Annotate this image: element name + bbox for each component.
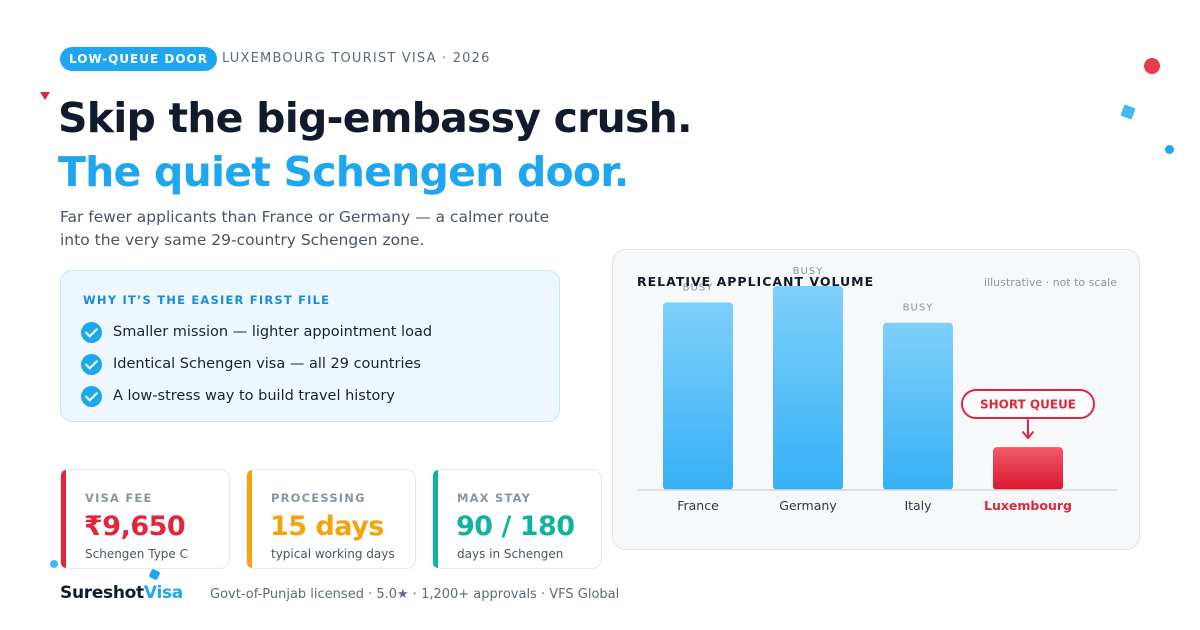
bar-france (663, 302, 733, 490)
stat-note: typical working days (271, 547, 395, 561)
stat-card-max-stay: MAX STAY 90 / 180 days in Schengen (432, 469, 602, 569)
check-icon (81, 385, 102, 407)
logo-part-1: Sureshot (60, 583, 144, 603)
stat-label: VISA FEE (85, 491, 153, 505)
subtitle-line-1: Far fewer applicants than France or Germ… (60, 208, 550, 226)
bar-status-label: BUSY (793, 266, 824, 277)
chart-title: RELATIVE APPLICANT VOLUME (637, 274, 874, 289)
stat-label: MAX STAY (457, 491, 532, 505)
confetti-dot-blue (1165, 145, 1174, 154)
bar-italy (883, 322, 953, 490)
applicant-volume-chart: BUSY France BUSY Germany BUSY Italy Luxembourg… (637, 266, 1117, 513)
confetti-square-small (148, 568, 161, 581)
stat-value: ₹9,650 (84, 511, 186, 542)
why-item-text: A low-stress way to build travel history (113, 388, 395, 404)
check-icon (81, 353, 102, 375)
chart-panel: BUSY France BUSY Germany BUSY Italy Luxembourg… (612, 249, 1140, 550)
subtitle: Far fewer applicants than France or Germ… (60, 206, 580, 252)
why-item-text: Identical Schengen visa — all 29 countri… (113, 356, 421, 372)
stat-note: days in Schengen (457, 547, 564, 561)
badge-low-queue: LOW-QUEUE DOOR (60, 47, 217, 71)
why-item: A low-stress way to build travel history (81, 385, 395, 407)
stat-value: 15 days (270, 511, 384, 542)
headline-primary: Skip the big-embassy crush. (58, 94, 693, 142)
category-label-germany: Germany (779, 498, 837, 513)
confetti-dot-blue-small (50, 560, 58, 568)
logo-part-2: Visa (143, 583, 183, 603)
category-label-italy: Italy (904, 498, 932, 513)
stat-label: PROCESSING (271, 491, 366, 505)
bar-status-label: BUSY (683, 282, 714, 293)
callout-short-queue: SHORT QUEUE (980, 398, 1076, 412)
stat-card-visa-fee: VISA FEE ₹9,650 Schengen Type C (60, 469, 230, 569)
stat-accent-bar (247, 470, 252, 568)
headline-secondary: The quiet Schengen door. (58, 148, 629, 196)
callout-pill (961, 389, 1095, 419)
callout-arrow-icon (1022, 419, 1034, 440)
stat-value: 90 / 180 (456, 511, 575, 542)
kicker-text: LUXEMBOURG TOURIST VISA · 2026 (222, 51, 491, 66)
footer-credentials: Govt-of-Punjab licensed · 5.0★ · 1,200+ … (210, 587, 620, 602)
check-icon (81, 321, 102, 343)
stat-card-processing: PROCESSING 15 days typical working days (246, 469, 416, 569)
brand-logo: SureshotVisa (60, 583, 183, 603)
stat-note: Schengen Type C (85, 547, 188, 561)
bar-germany (773, 286, 843, 490)
stat-accent-bar (433, 470, 438, 568)
confetti-square-blue (1120, 104, 1136, 120)
why-item: Smaller mission — lighter appointment lo… (81, 321, 432, 343)
bar-luxembourg (993, 447, 1063, 490)
why-box: WHY IT’S THE EASIER FIRST FILE Smaller m… (60, 270, 560, 422)
confetti-triangle (40, 92, 50, 100)
category-label-luxembourg: Luxembourg (984, 498, 1072, 513)
confetti-dot-red (1144, 58, 1160, 74)
subtitle-line-2: into the very same 29-country Schengen z… (60, 231, 425, 249)
why-title: WHY IT’S THE EASIER FIRST FILE (83, 293, 331, 307)
why-item: Identical Schengen visa — all 29 countri… (81, 353, 421, 375)
category-label-france: France (677, 498, 719, 513)
chart-note: illustrative · not to scale (984, 276, 1117, 289)
why-item-text: Smaller mission — lighter appointment lo… (113, 324, 433, 340)
bar-status-label: BUSY (903, 303, 934, 314)
stat-accent-bar (61, 470, 66, 568)
